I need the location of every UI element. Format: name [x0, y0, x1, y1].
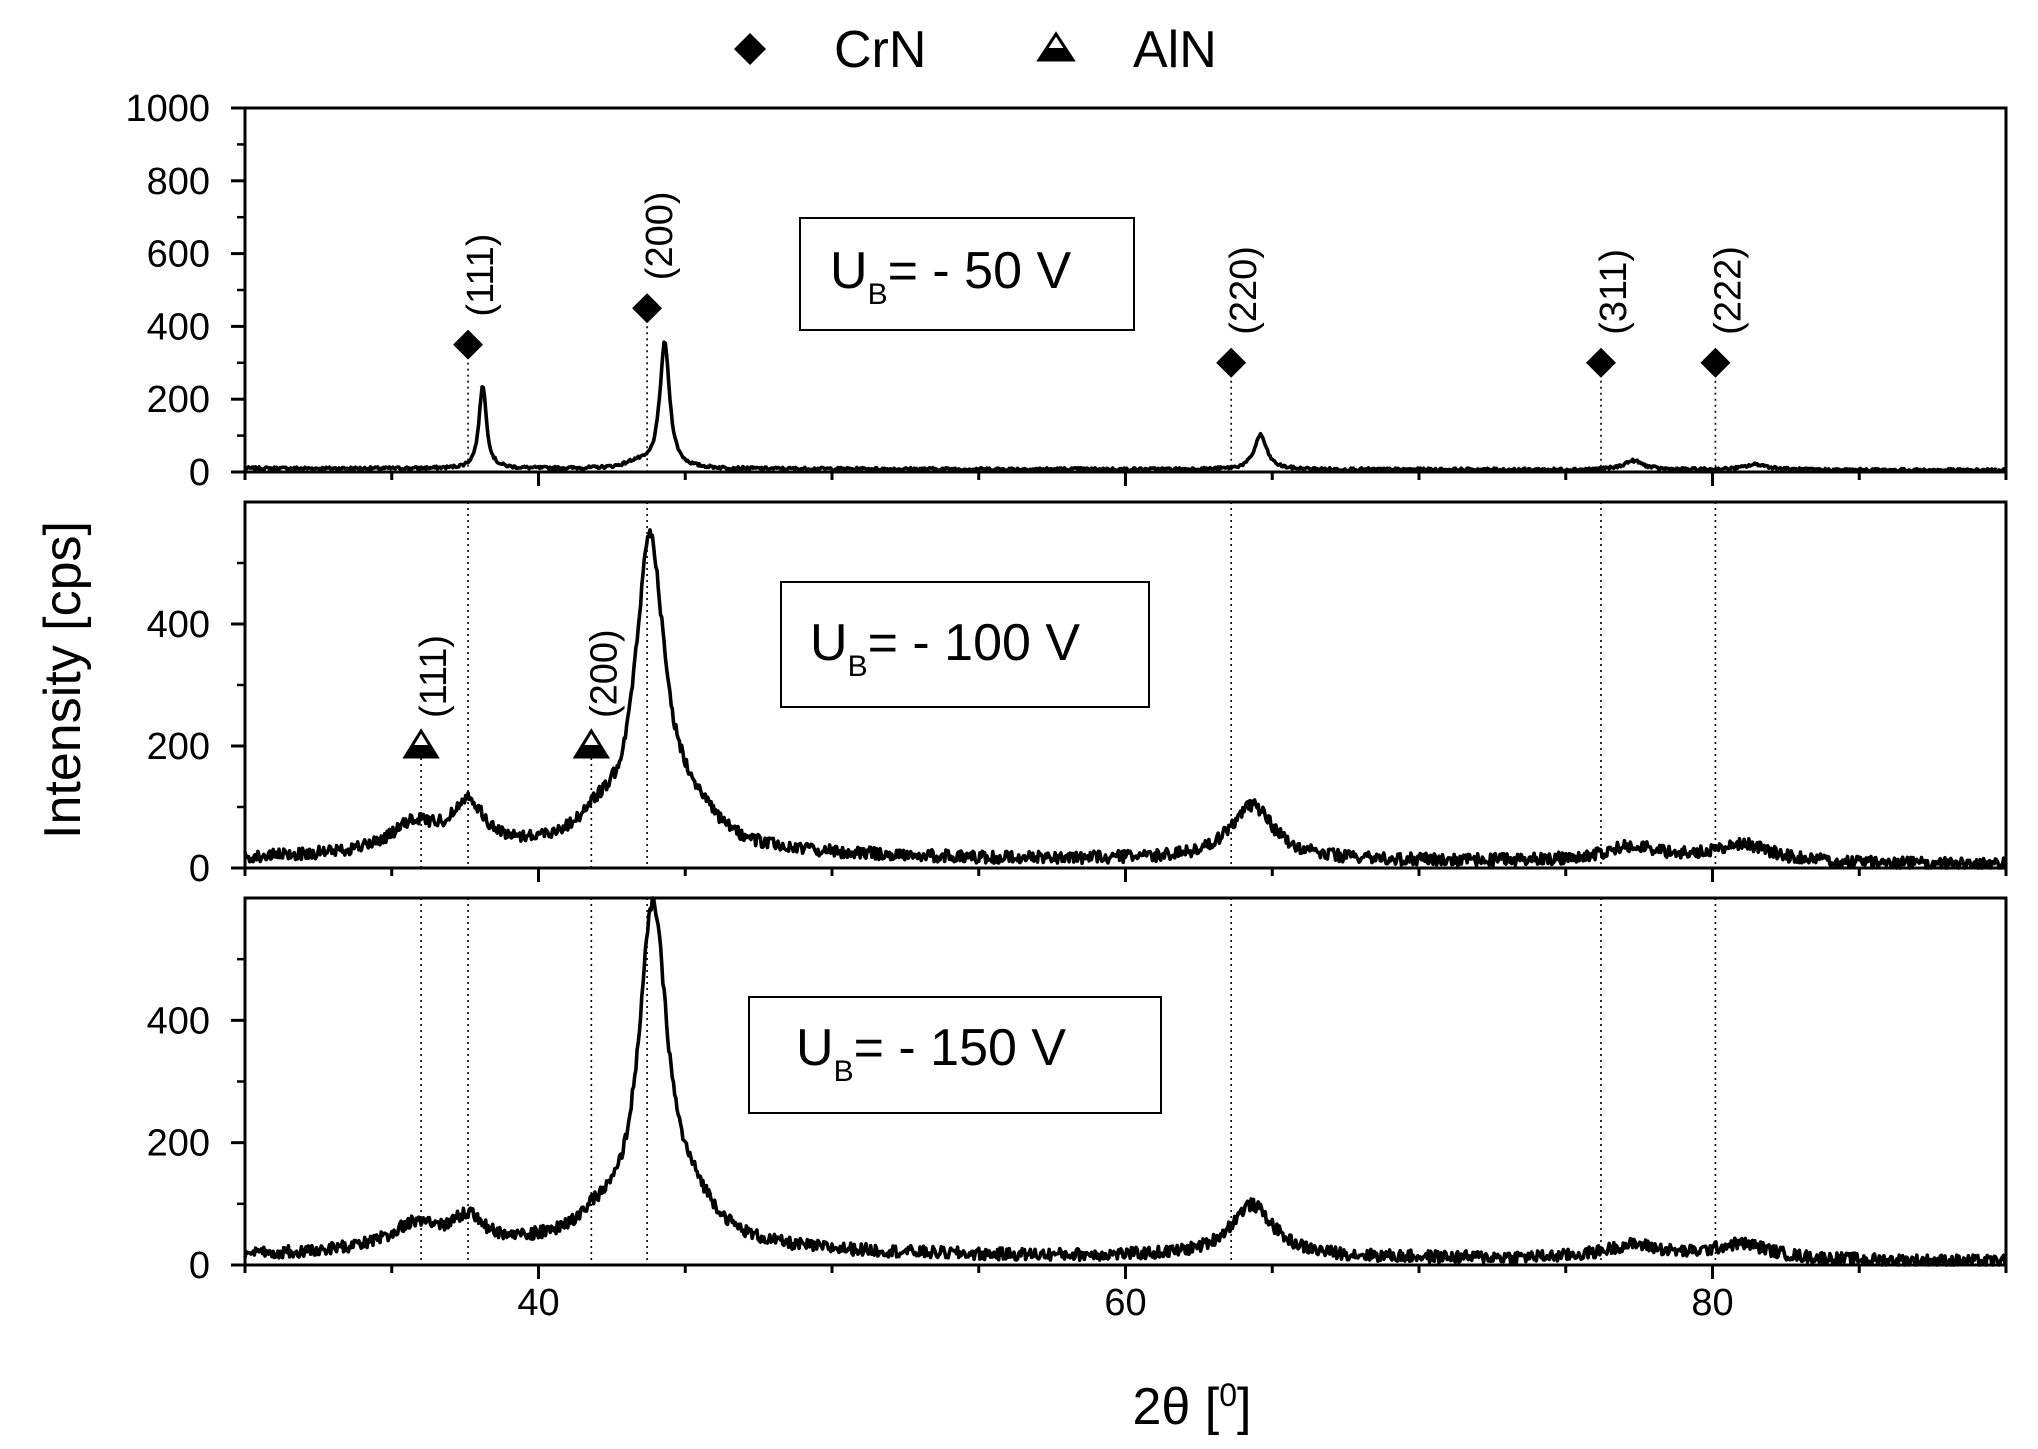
x-tick-label: 40: [517, 1282, 559, 1324]
spectrum-line: [243, 528, 2008, 870]
x-tick-label: 60: [1104, 1282, 1146, 1324]
y-tick-label: 0: [189, 1245, 210, 1287]
y-tick-label: 200: [147, 379, 210, 421]
hkl-label: (220): [1223, 246, 1265, 335]
crn-marker: [632, 293, 663, 324]
panel-middle: 0 200 400 UB= - 100 V (111) (200): [147, 500, 2008, 890]
legend-aln-label: AlN: [1133, 21, 1217, 79]
bias-box: [748, 996, 1162, 1114]
crn-marker: [1216, 347, 1247, 378]
y-tick-label: 400: [147, 1000, 210, 1042]
x-axis-title: 2θ [0]: [1133, 1377, 1252, 1436]
hkl-label: (311): [1593, 249, 1635, 335]
crn-marker: [1585, 347, 1616, 378]
y-tick-label: 1000: [125, 88, 210, 130]
panel-bottom: 0 200 400 UB= - 150 V: [147, 896, 2008, 1287]
panel-top: 0 200 400 600 800 1000 UB= - 50 V (111) (200) (22…: [125, 88, 2008, 494]
bias-box: [780, 581, 1150, 708]
y-tick-label: 0: [189, 452, 210, 494]
crn-marker: [1700, 347, 1731, 378]
hkl-label: (200): [583, 629, 625, 718]
legend-crn-label: CrN: [834, 21, 926, 79]
bias-box: [799, 217, 1135, 331]
y-axis-title: Intensity [cps]: [34, 521, 92, 839]
legend-aln-marker: [1036, 31, 1076, 62]
aln-marker: [402, 728, 440, 759]
hkl-label: (222): [1707, 246, 1749, 335]
hkl-label: (111): [460, 234, 502, 317]
y-tick-label: 400: [147, 306, 210, 348]
y-tick-label: 600: [147, 234, 210, 276]
legend: CrN AlN: [734, 21, 1217, 79]
spectrum-line: [243, 340, 2007, 474]
y-tick-label: 0: [189, 848, 210, 890]
bias-label: UB= - 100 V: [810, 614, 1080, 683]
y-tick-label: 400: [147, 604, 210, 646]
bias-label: UB= - 150 V: [796, 1019, 1066, 1088]
hkl-label: (111): [413, 635, 455, 718]
spectrum-line: [243, 896, 2008, 1267]
y-tick-label: 800: [147, 161, 210, 203]
hkl-label: (200): [639, 191, 681, 280]
y-tick-label: 200: [147, 726, 210, 768]
x-tick-label: 80: [1691, 1282, 1733, 1324]
panels: 0 200 400 600 800 1000 UB= - 50 V (111) (200) (22…: [125, 88, 2008, 1287]
legend-crn-marker: [734, 33, 766, 65]
aln-marker: [572, 728, 611, 759]
y-tick-label: 200: [147, 1123, 210, 1165]
crn-marker: [453, 329, 484, 360]
x-axis: 40 60 80: [517, 1282, 1733, 1324]
bias-label: UB= - 50 V: [830, 242, 1071, 311]
